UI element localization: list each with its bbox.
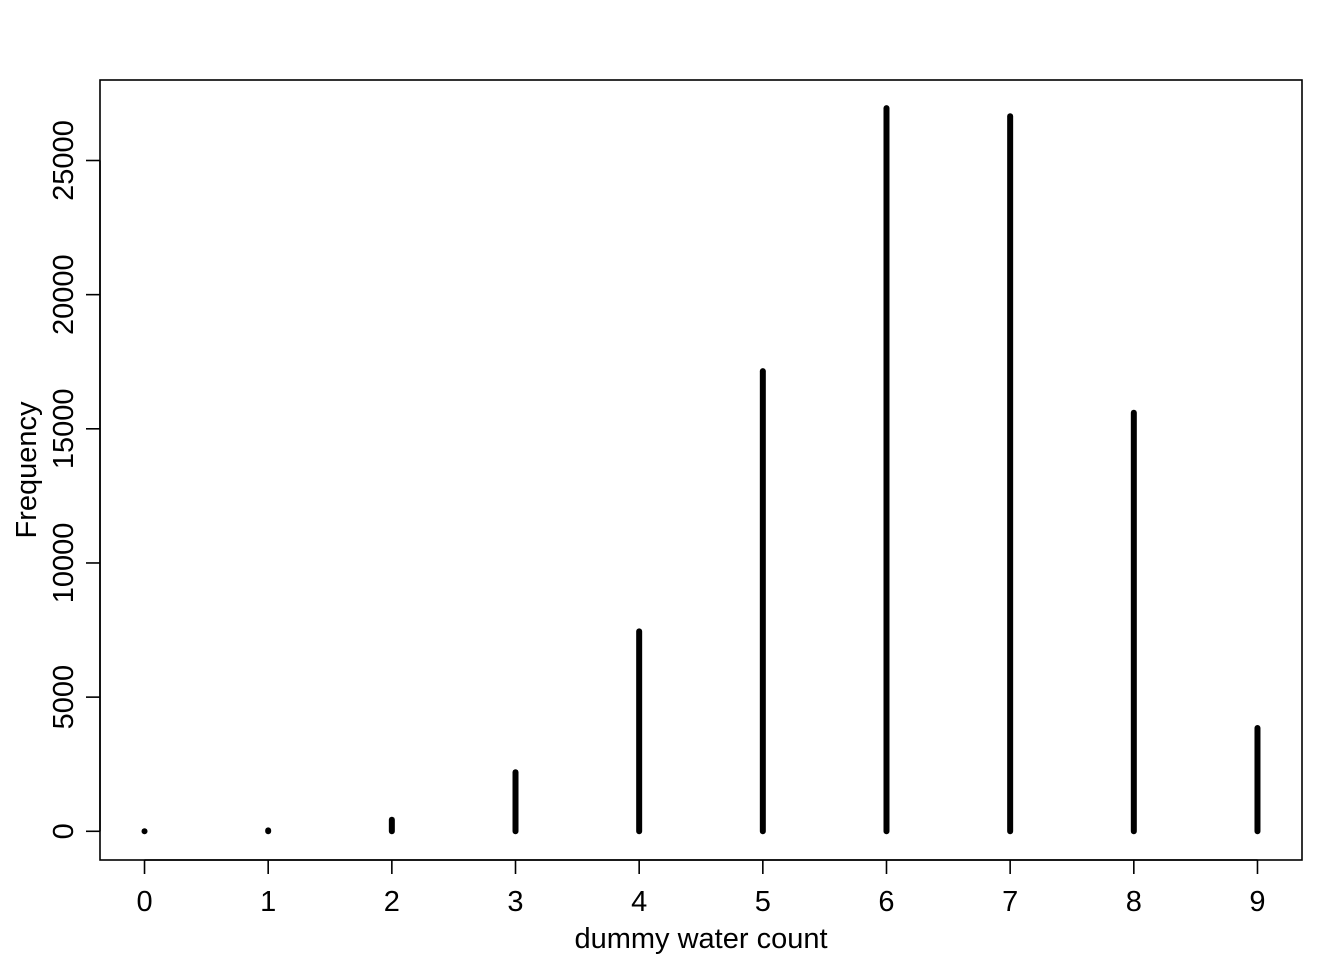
- x-tick-label-0: 0: [136, 886, 152, 918]
- y-axis: 0 5000 10000 15000 20000 25000: [48, 120, 101, 839]
- y-tick-label-15000: 15000: [48, 388, 80, 469]
- x-tick-label-5: 5: [755, 886, 771, 918]
- x-tick-label-6: 6: [878, 886, 894, 918]
- x-tick-label-2: 2: [384, 886, 400, 918]
- x-axis: 0 1 2 3 4 5 6 7 8 9: [136, 859, 1266, 918]
- y-tick-label-10000: 10000: [48, 523, 80, 604]
- y-axis-title: Frequency: [11, 401, 43, 539]
- bar-series: [141, 105, 1261, 835]
- y-tick-label-5000: 5000: [48, 665, 80, 730]
- x-tick-label-3: 3: [507, 886, 523, 918]
- y-tick-label-25000: 25000: [48, 120, 80, 201]
- x-tick-label-9: 9: [1249, 886, 1265, 918]
- x-tick-label-4: 4: [631, 886, 647, 918]
- plot-frame: [99, 79, 1303, 861]
- y-tick-label-0: 0: [48, 823, 80, 839]
- x-tick-label-1: 1: [260, 886, 276, 918]
- x-tick-label-8: 8: [1126, 886, 1142, 918]
- x-axis-title: dummy water count: [574, 923, 827, 955]
- y-tick-label-20000: 20000: [48, 254, 80, 335]
- x-tick-label-7: 7: [1002, 886, 1018, 918]
